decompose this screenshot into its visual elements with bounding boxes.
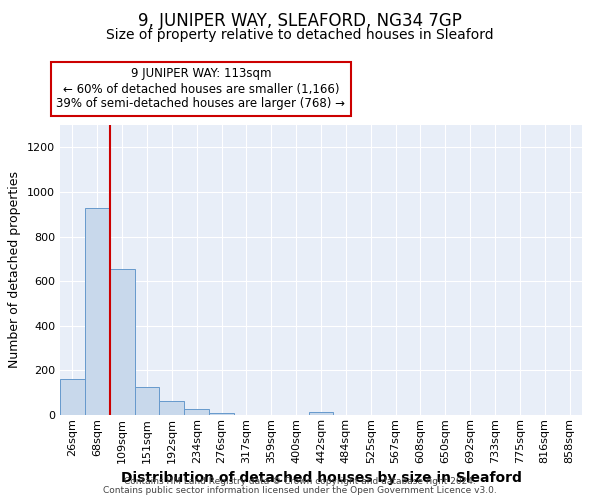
- Bar: [160, 401, 184, 415]
- Bar: [184, 409, 209, 415]
- Text: Contains public sector information licensed under the Open Government Licence v3: Contains public sector information licen…: [103, 486, 497, 495]
- Bar: [60, 380, 85, 415]
- Text: 9 JUNIPER WAY: 113sqm
← 60% of detached houses are smaller (1,166)
39% of semi-d: 9 JUNIPER WAY: 113sqm ← 60% of detached …: [56, 68, 346, 110]
- Text: Size of property relative to detached houses in Sleaford: Size of property relative to detached ho…: [106, 28, 494, 42]
- Bar: [110, 269, 134, 415]
- Bar: [134, 387, 160, 415]
- Text: 9, JUNIPER WAY, SLEAFORD, NG34 7GP: 9, JUNIPER WAY, SLEAFORD, NG34 7GP: [138, 12, 462, 30]
- Bar: [308, 412, 334, 415]
- Bar: [209, 413, 234, 415]
- Text: Contains HM Land Registry data © Crown copyright and database right 2024.: Contains HM Land Registry data © Crown c…: [124, 477, 476, 486]
- Y-axis label: Number of detached properties: Number of detached properties: [8, 172, 22, 368]
- Bar: [85, 208, 110, 415]
- X-axis label: Distribution of detached houses by size in Sleaford: Distribution of detached houses by size …: [121, 471, 521, 485]
